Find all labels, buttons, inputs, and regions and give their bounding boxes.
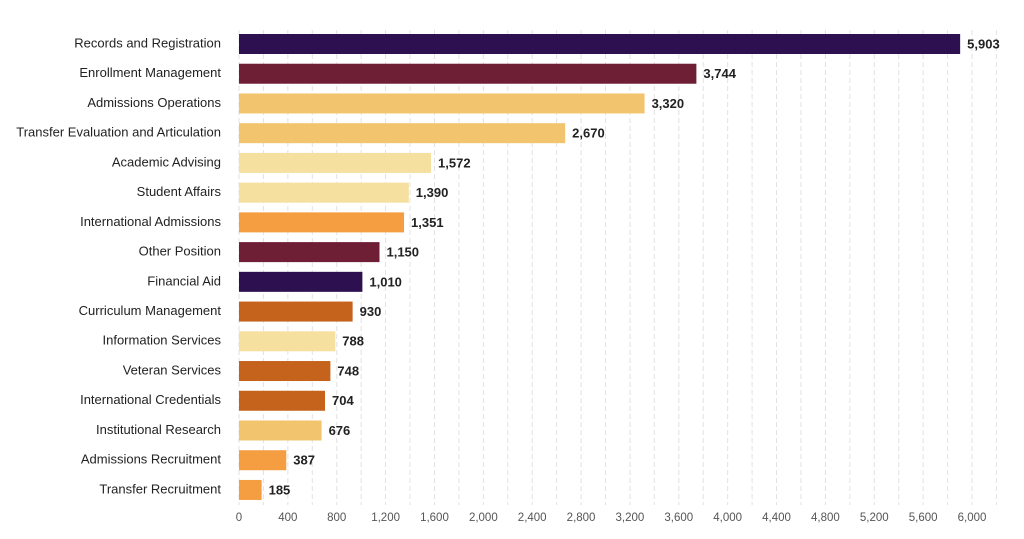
value-label: 1,150 — [386, 245, 419, 260]
category-label: Veteran Services — [123, 362, 222, 377]
bar — [239, 420, 322, 441]
bar — [239, 152, 432, 173]
bar — [239, 331, 336, 352]
x-tick-label: 6,000 — [958, 512, 987, 524]
bar — [239, 182, 409, 203]
value-label: 1,010 — [369, 274, 402, 289]
bar — [239, 361, 331, 382]
category-label: International Admissions — [80, 214, 221, 229]
x-tick-label: 4,000 — [713, 512, 742, 524]
x-tick-label: 1,200 — [371, 512, 400, 524]
category-label: Academic Advising — [112, 154, 221, 169]
value-label: 3,744 — [703, 66, 736, 81]
bar — [239, 242, 380, 263]
category-label: Records and Registration — [74, 35, 221, 50]
category-label: Admissions Recruitment — [81, 452, 222, 467]
bar — [239, 479, 262, 500]
bar — [239, 212, 405, 233]
category-label: Curriculum Management — [79, 303, 222, 318]
category-label: Student Affairs — [137, 184, 222, 199]
category-label: Admissions Operations — [87, 95, 221, 110]
x-tick-label: 800 — [327, 512, 346, 524]
x-tick-label: 4,400 — [762, 512, 791, 524]
value-label: 788 — [342, 334, 364, 349]
category-label: International Credentials — [80, 392, 221, 407]
value-label: 387 — [293, 453, 315, 468]
bar — [239, 271, 363, 292]
x-tick-label: 0 — [236, 512, 242, 524]
category-label: Other Position — [139, 244, 221, 259]
category-label: Information Services — [103, 333, 222, 348]
x-tick-label: 400 — [278, 512, 297, 524]
value-label: 748 — [337, 363, 359, 378]
value-label: 5,903 — [967, 36, 1000, 51]
category-label: Financial Aid — [147, 273, 221, 288]
x-tick-label: 5,200 — [860, 512, 889, 524]
bar — [239, 390, 326, 411]
category-label: Enrollment Management — [79, 65, 221, 80]
category-label: Transfer Recruitment — [99, 481, 221, 496]
value-label: 930 — [360, 304, 382, 319]
x-tick-label: 1,600 — [420, 512, 449, 524]
value-label: 1,572 — [438, 155, 471, 170]
value-label: 1,390 — [416, 185, 449, 200]
bar — [239, 34, 961, 54]
value-label: 676 — [329, 423, 351, 438]
category-label: Transfer Evaluation and Articulation — [16, 125, 221, 140]
bar — [239, 450, 287, 471]
category-label: Institutional Research — [96, 422, 221, 437]
bar — [239, 63, 697, 84]
value-label: 3,320 — [652, 96, 685, 111]
bar — [239, 93, 645, 114]
value-label: 185 — [269, 482, 291, 497]
value-label: 1,351 — [411, 215, 444, 230]
bar — [239, 301, 353, 322]
x-tick-label: 3,600 — [664, 512, 693, 524]
x-tick-label: 2,000 — [469, 512, 498, 524]
value-label: 704 — [332, 393, 354, 408]
bar — [239, 123, 566, 144]
x-tick-label: 3,200 — [616, 512, 645, 524]
x-tick-label: 2,800 — [567, 512, 596, 524]
x-tick-label: 5,600 — [909, 512, 938, 524]
x-tick-label: 2,400 — [518, 512, 547, 524]
value-label: 2,670 — [572, 126, 605, 141]
x-tick-label: 4,800 — [811, 512, 840, 524]
